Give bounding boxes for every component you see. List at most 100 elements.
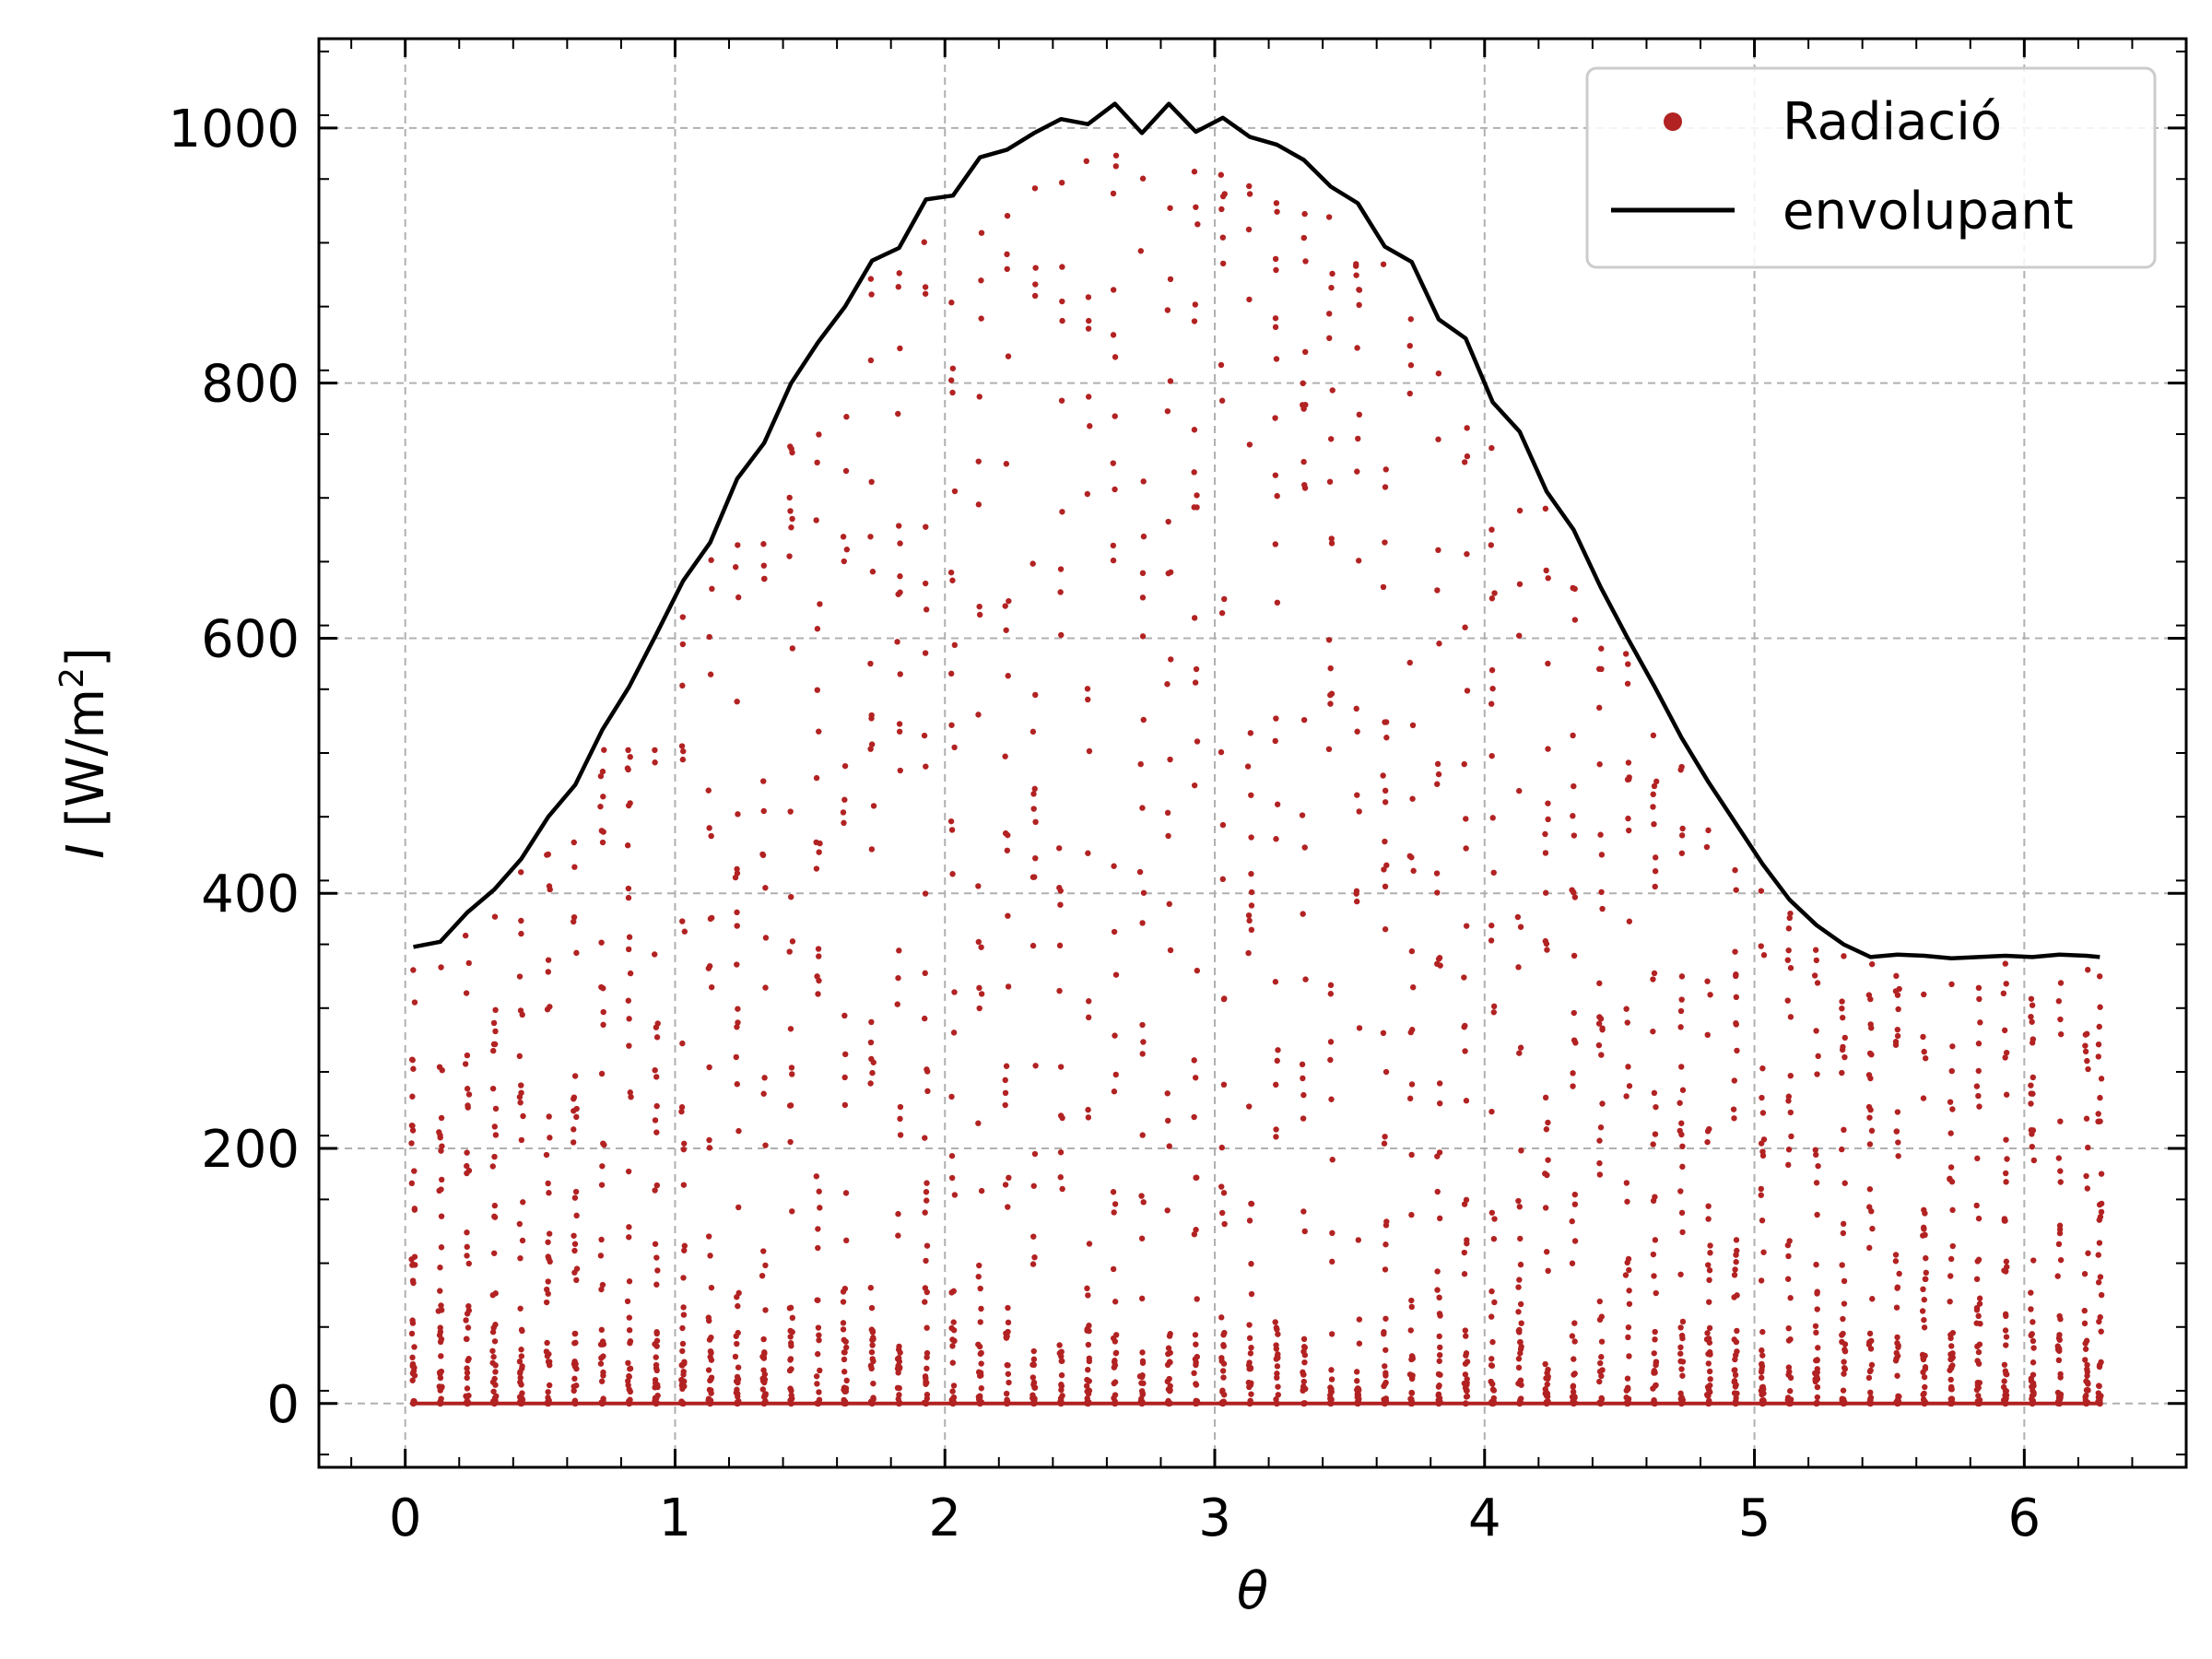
- radiacio-point: [1869, 960, 1876, 968]
- radiacio-point: [1299, 812, 1306, 818]
- radiacio-point: [653, 1182, 661, 1189]
- radiacio-point: [1543, 940, 1550, 947]
- radiacio-point: [627, 1089, 633, 1096]
- radiacio-point: [1759, 1347, 1765, 1354]
- radiacio-point: [1085, 850, 1091, 856]
- radiacio-point: [1031, 185, 1039, 192]
- radiacio-point: [1706, 1125, 1712, 1133]
- x-tick-label: 0: [389, 1488, 422, 1548]
- radiacio-point: [598, 939, 605, 946]
- radiacio-point: [735, 1302, 741, 1310]
- radiacio-point: [1164, 1117, 1171, 1124]
- radiacio-point: [1840, 1220, 1847, 1228]
- radiacio-point: [1974, 1258, 1981, 1265]
- radiacio-point: [1030, 1233, 1037, 1240]
- radiacio-point: [1814, 1211, 1820, 1218]
- radiacio-point: [573, 1212, 580, 1219]
- radiacio-point: [439, 1143, 445, 1149]
- radiacio-point: [1409, 1027, 1416, 1033]
- radiacio-point: [2085, 1065, 2091, 1073]
- radiacio-point: [1652, 1131, 1659, 1137]
- radiacio-point: [1624, 1375, 1631, 1382]
- radiacio-point: [816, 431, 822, 438]
- radiacio-point: [1705, 1216, 1712, 1222]
- radiacio-point: [490, 1353, 497, 1360]
- radiacio-point: [1895, 1139, 1901, 1146]
- radiacio-point: [1597, 1016, 1605, 1022]
- radiacio-point: [1733, 994, 1740, 1001]
- radiacio-point: [652, 1066, 658, 1074]
- radiacio-point: [788, 1366, 794, 1372]
- radiacio-point: [1165, 518, 1171, 525]
- radiacio-point: [1706, 1368, 1713, 1375]
- radiacio-point: [897, 540, 903, 547]
- radiacio-point: [1300, 1208, 1307, 1215]
- radiacio-point: [1245, 912, 1253, 919]
- radiacio-point: [867, 1362, 875, 1370]
- radiacio-point: [2054, 1273, 2061, 1279]
- radiacio-point: [975, 1273, 982, 1280]
- radiacio-point: [1164, 809, 1171, 817]
- radiacio-point: [1516, 507, 1524, 514]
- radiacio-point: [1625, 759, 1632, 766]
- radiacio-point: [1840, 1387, 1847, 1394]
- radiacio-point: [735, 542, 741, 548]
- radiacio-point: [1407, 362, 1415, 369]
- radiacio-point: [491, 1153, 498, 1160]
- radiacio-point: [492, 1369, 499, 1375]
- radiacio-point: [1112, 1349, 1120, 1357]
- legend: Radiació envolupant: [1585, 66, 2157, 269]
- radiacio-point: [922, 1373, 929, 1380]
- radiacio-point: [949, 577, 956, 583]
- radiacio-point: [1787, 1072, 1794, 1079]
- radiacio-point: [1301, 1359, 1308, 1366]
- radiacio-point: [598, 1378, 606, 1384]
- radiacio-point: [679, 918, 686, 924]
- y-axis-label-superscript: 2: [53, 667, 91, 688]
- radiacio-point: [1545, 575, 1551, 582]
- radiacio-point: [1138, 1380, 1145, 1386]
- radiacio-point: [2084, 1379, 2091, 1386]
- radiacio-point: [546, 1230, 553, 1237]
- radiacio-point: [1920, 1095, 1927, 1101]
- radiacio-point: [1893, 972, 1900, 980]
- radiacio-point: [464, 1365, 470, 1371]
- radiacio-point: [1973, 1276, 1981, 1283]
- radiacio-point: [1246, 296, 1253, 303]
- radiacio-point: [1518, 1382, 1524, 1388]
- radiacio-point: [1300, 911, 1306, 917]
- radiacio-point: [1218, 1209, 1226, 1217]
- radiacio-point: [1300, 1348, 1307, 1355]
- radiacio-point: [1139, 1349, 1146, 1356]
- radiacio-point: [787, 1327, 794, 1335]
- radiacio-point: [1650, 1028, 1656, 1035]
- radiacio-point: [571, 1073, 579, 1079]
- radiacio-point: [842, 1190, 850, 1196]
- radiacio-point: [1408, 1303, 1415, 1311]
- radiacio-point: [1300, 1115, 1307, 1122]
- radiacio-point: [1218, 206, 1225, 213]
- radiacio-point: [948, 1174, 956, 1182]
- radiacio-point: [625, 885, 632, 892]
- radiacio-point: [1194, 492, 1200, 499]
- radiacio-point: [1436, 1358, 1442, 1364]
- radiacio-point: [463, 1317, 469, 1324]
- radiacio-point: [1922, 1365, 1929, 1372]
- radiacio-point: [1030, 1261, 1037, 1267]
- radiacio-point: [1598, 665, 1605, 673]
- radiacio-point: [1976, 1295, 1983, 1301]
- radiacio-point: [625, 747, 631, 754]
- radiacio-point: [1542, 850, 1549, 856]
- radiacio-point: [1219, 234, 1227, 241]
- radiacio-point: [1787, 965, 1794, 971]
- radiacio-point: [762, 1262, 769, 1269]
- radiacio-point: [1518, 1343, 1524, 1350]
- radiacio-point: [1705, 1203, 1712, 1209]
- radiacio-point: [734, 1294, 740, 1300]
- radiacio-point: [841, 1349, 848, 1356]
- radiacio-point: [922, 1299, 928, 1305]
- radiacio-point: [923, 1257, 929, 1265]
- radiacio-point: [1678, 1131, 1685, 1138]
- radiacio-point: [1625, 1064, 1631, 1070]
- radiacio-point: [975, 1394, 982, 1400]
